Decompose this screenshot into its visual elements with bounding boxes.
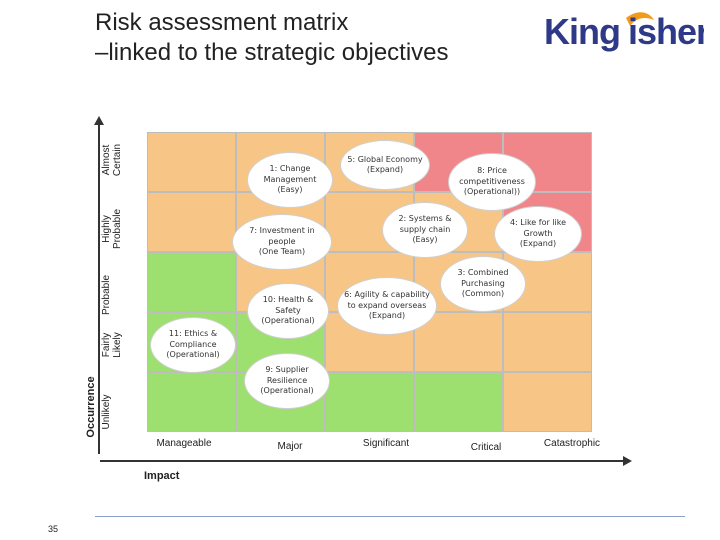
row-label-unlikely: Unlikely	[101, 394, 112, 430]
matrix-cell-green	[147, 252, 236, 312]
risk-label-2: 2: Systems & supply chain (Easy)	[398, 214, 452, 245]
column-label-catastrophic: Catastrophic	[543, 438, 601, 449]
risk-label-4: 4: Like for like Growth (Expand)	[509, 218, 567, 249]
svg-text:King: King	[544, 11, 620, 52]
risk-label-3: 3: Combined Purchasing (Common)	[457, 268, 509, 299]
column-label-significant: Significant	[362, 438, 410, 449]
row-label-highly-probable: Highly Probable	[101, 208, 123, 250]
row-label-fairly-likely: Fairly Likely	[101, 332, 123, 358]
matrix-cell-green	[414, 372, 503, 432]
risk-label-7: 7: Investment in people (One Team)	[249, 226, 315, 257]
row-label-almost-certain: Almost Certain	[101, 143, 123, 177]
matrix-cell-green	[325, 372, 414, 432]
logo-graphic: King isher	[544, 11, 711, 52]
matrix-cell-amber	[414, 312, 503, 372]
risk-bubble-9: 9: Supplier Resilience (Operational)	[244, 353, 330, 409]
matrix-cell-green	[147, 372, 236, 432]
risk-bubble-2: 2: Systems & supply chain (Easy)	[382, 202, 468, 258]
matrix-cell-amber	[503, 372, 592, 432]
risk-bubble-8: 8: Price competitiveness (Operational))	[448, 153, 536, 211]
risk-bubble-1: 1: Change Management (Easy)	[247, 152, 333, 208]
title-line-2: –linked to the strategic objectives	[95, 39, 449, 66]
page-number: 35	[48, 524, 59, 534]
page-title: Risk assessment matrix –linked to the st…	[95, 8, 449, 68]
occurrence-axis-arrow	[94, 116, 104, 125]
risk-bubble-7: 7: Investment in people (One Team)	[232, 214, 332, 270]
occurrence-axis-line	[98, 122, 100, 454]
risk-bubble-6: 6: Agility & capability to expand overse…	[337, 277, 437, 335]
column-label-major: Major	[277, 441, 303, 452]
svg-text:isher: isher	[628, 11, 704, 52]
occurrence-axis-title: Occurrence	[85, 376, 97, 438]
risk-bubble-11: 11: Ethics & Compliance (Operational)	[150, 317, 236, 373]
risk-bubble-4: 4: Like for like Growth (Expand)	[494, 206, 582, 262]
risk-label-1: 1: Change Management (Easy)	[263, 164, 317, 195]
risk-label-5: 5: Global Economy (Expand)	[347, 154, 423, 175]
risk-label-8: 8: Price competitiveness (Operational))	[459, 166, 525, 197]
footer-divider	[95, 516, 685, 517]
matrix-cell-amber	[503, 312, 592, 372]
impact-axis-title: Impact	[144, 470, 180, 482]
matrix-cell-amber	[147, 192, 236, 252]
column-label-critical: Critical	[470, 442, 502, 453]
risk-label-10: 10: Health & Safety (Operational)	[261, 295, 315, 326]
title-line-1: Risk assessment matrix	[95, 9, 349, 36]
kingfisher-logo: King isher	[544, 10, 711, 52]
risk-bubble-5: 5: Global Economy (Expand)	[340, 140, 430, 190]
risk-bubble-10: 10: Health & Safety (Operational)	[247, 283, 329, 339]
impact-axis-arrow	[623, 456, 632, 466]
risk-label-11: 11: Ethics & Compliance (Operational)	[166, 329, 220, 360]
column-label-manageable: Manageable	[156, 438, 212, 449]
impact-axis-line	[100, 460, 625, 462]
matrix-cell-amber	[147, 132, 236, 192]
risk-bubble-3: 3: Combined Purchasing (Common)	[440, 256, 526, 312]
risk-label-9: 9: Supplier Resilience (Operational)	[260, 365, 314, 396]
risk-label-6: 6: Agility & capability to expand overse…	[344, 290, 430, 321]
